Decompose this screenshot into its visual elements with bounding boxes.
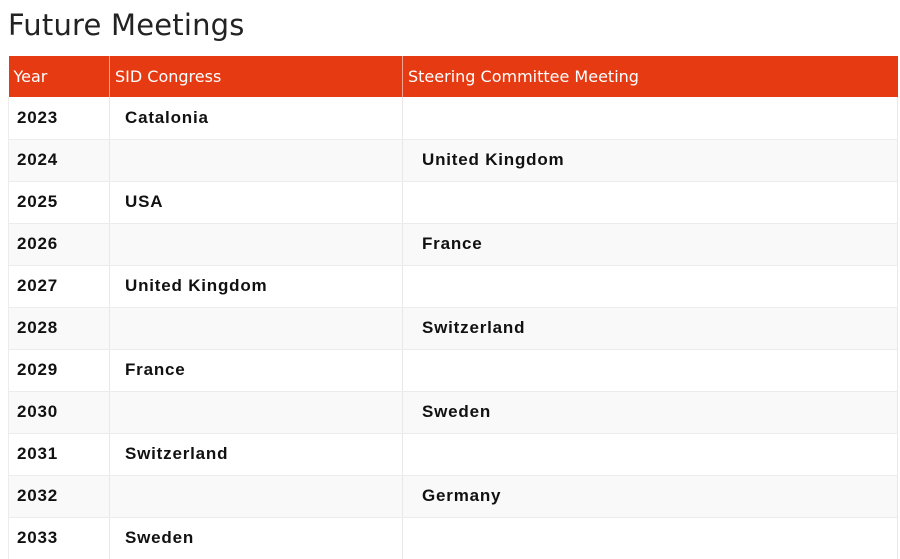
cell-steering-committee — [402, 349, 898, 392]
cell-year: 2033 — [8, 517, 110, 559]
future-meetings-table: Year SID Congress Steering Committee Mee… — [8, 56, 898, 559]
column-header-sid-congress: SID Congress — [109, 56, 403, 97]
cell-sid-congress — [109, 307, 403, 350]
cell-sid-congress: Catalonia — [109, 97, 403, 140]
header-row: Year SID Congress Steering Committee Mee… — [8, 56, 898, 97]
cell-year: 2030 — [8, 391, 110, 434]
cell-steering-committee — [402, 433, 898, 476]
column-header-steering-committee: Steering Committee Meeting — [402, 56, 898, 97]
table-row: 2029 France — [8, 349, 898, 392]
column-header-year: Year — [8, 56, 110, 97]
cell-steering-committee — [402, 265, 898, 308]
cell-sid-congress: United Kingdom — [109, 265, 403, 308]
table-body: 2023 Catalonia 2024 United Kingdom 2025 … — [8, 97, 898, 559]
cell-year: 2027 — [8, 265, 110, 308]
table-header: Year SID Congress Steering Committee Mee… — [8, 56, 898, 97]
cell-year: 2031 — [8, 433, 110, 476]
table-row: 2027 United Kingdom — [8, 265, 898, 308]
cell-sid-congress: Sweden — [109, 517, 403, 559]
cell-steering-committee — [402, 517, 898, 559]
table-row: 2023 Catalonia — [8, 97, 898, 140]
cell-steering-committee — [402, 181, 898, 224]
cell-steering-committee: Switzerland — [402, 307, 898, 350]
cell-sid-congress — [109, 223, 403, 266]
cell-sid-congress — [109, 475, 403, 518]
cell-year: 2032 — [8, 475, 110, 518]
cell-steering-committee: Sweden — [402, 391, 898, 434]
cell-year: 2023 — [8, 97, 110, 140]
page-title: Future Meetings — [8, 8, 245, 42]
cell-sid-congress — [109, 391, 403, 434]
table-row: 2024 United Kingdom — [8, 139, 898, 182]
table-row: 2030 Sweden — [8, 391, 898, 434]
cell-sid-congress: Switzerland — [109, 433, 403, 476]
cell-steering-committee — [402, 97, 898, 140]
cell-year: 2028 — [8, 307, 110, 350]
cell-year: 2029 — [8, 349, 110, 392]
table-row: 2032 Germany — [8, 475, 898, 518]
cell-year: 2025 — [8, 181, 110, 224]
cell-sid-congress: France — [109, 349, 403, 392]
table-row: 2026 France — [8, 223, 898, 266]
table-row: 2031 Switzerland — [8, 433, 898, 476]
cell-steering-committee: Germany — [402, 475, 898, 518]
cell-year: 2024 — [8, 139, 110, 182]
table-row: 2028 Switzerland — [8, 307, 898, 350]
cell-sid-congress — [109, 139, 403, 182]
cell-steering-committee: United Kingdom — [402, 139, 898, 182]
cell-steering-committee: France — [402, 223, 898, 266]
cell-year: 2026 — [8, 223, 110, 266]
cell-sid-congress: USA — [109, 181, 403, 224]
table-row: 2025 USA — [8, 181, 898, 224]
table-row: 2033 Sweden — [8, 517, 898, 559]
